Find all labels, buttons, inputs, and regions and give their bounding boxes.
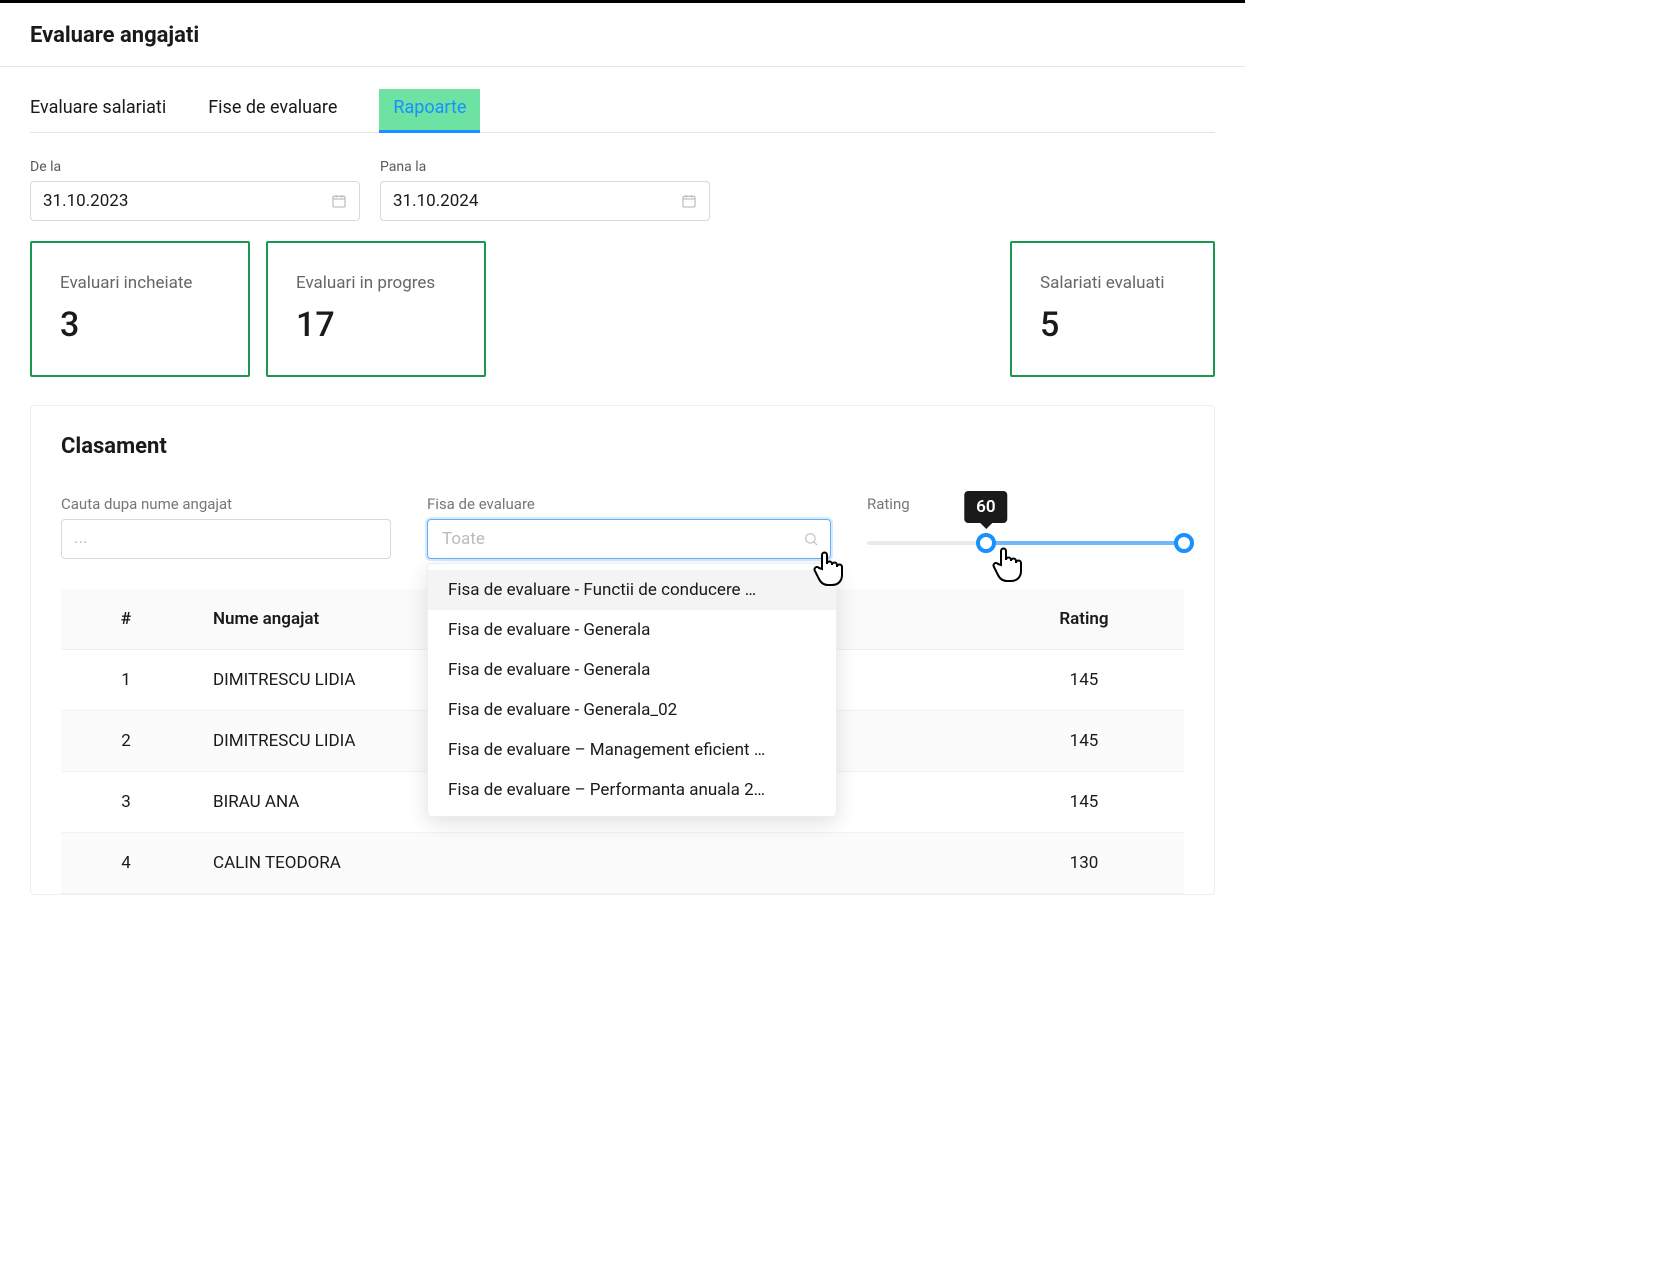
calendar-icon	[681, 193, 697, 209]
filter-search-label: Cauta dupa nume angajat	[61, 495, 391, 513]
stat-in-progress-label: Evaluari in progres	[296, 273, 456, 293]
tab-fise-de-evaluare[interactable]: Fise de evaluare	[208, 97, 337, 132]
dropdown-item[interactable]: Fisa de evaluare - Generala_02	[428, 690, 836, 730]
ranking-title: Clasament	[61, 434, 1184, 459]
tab-evaluare-salariati[interactable]: Evaluare salariati	[30, 97, 166, 132]
date-from-label: De la	[30, 159, 360, 175]
dropdown-item[interactable]: Fisa de evaluare – Performanta anuala 2…	[428, 770, 836, 810]
date-from-input[interactable]: 31.10.2023	[30, 181, 360, 221]
pointer-cursor-icon	[990, 545, 1024, 585]
slider-handle-low[interactable]	[976, 533, 996, 553]
calendar-icon	[331, 193, 347, 209]
sheet-select-placeholder: Toate	[442, 529, 485, 549]
filter-rating: Rating 60	[867, 495, 1184, 559]
cell-index: 4	[61, 833, 191, 894]
col-index: #	[61, 589, 191, 650]
cell-name: CALIN TEODORA	[191, 833, 984, 894]
stat-in-progress: Evaluari in progres 17	[266, 241, 486, 377]
stat-evaluated-label: Salariati evaluati	[1040, 273, 1185, 293]
page-title: Evaluare angajati	[30, 23, 1215, 48]
cell-index: 2	[61, 711, 191, 772]
date-to-field: Pana la 31.10.2024	[380, 159, 710, 221]
stats-row: Evaluari incheiate 3 Evaluari in progres…	[30, 241, 1215, 377]
page-header: Evaluare angajati	[0, 3, 1245, 67]
slider-fill	[986, 541, 1184, 545]
ranking-panel: Clasament Cauta dupa nume angajat Fisa d…	[30, 405, 1215, 895]
table-row[interactable]: 4CALIN TEODORA130	[61, 833, 1184, 894]
slider-tooltip: 60	[964, 491, 1007, 523]
stat-evaluated-value: 5	[1040, 305, 1185, 345]
col-rating: Rating	[984, 589, 1184, 650]
content: Evaluare salariati Fise de evaluare Rapo…	[0, 67, 1245, 955]
stat-spacer	[502, 241, 994, 377]
tab-rapoarte[interactable]: Rapoarte	[379, 89, 480, 133]
cell-rating: 130	[984, 833, 1184, 894]
date-to-input[interactable]: 31.10.2024	[380, 181, 710, 221]
sheet-select[interactable]: Toate	[427, 519, 831, 559]
filter-sheet: Fisa de evaluare Toate Fisa de evaluare …	[427, 495, 831, 559]
dropdown-item[interactable]: Fisa de evaluare – Management eficient …	[428, 730, 836, 770]
tabs: Evaluare salariati Fise de evaluare Rapo…	[30, 97, 1215, 133]
date-to-label: Pana la	[380, 159, 710, 175]
stat-evaluated: Salariati evaluati 5	[1010, 241, 1215, 377]
dropdown-item[interactable]: Fisa de evaluare - Functii de conducere …	[428, 570, 836, 610]
cell-rating: 145	[984, 711, 1184, 772]
cell-rating: 145	[984, 650, 1184, 711]
date-range-row: De la 31.10.2023 Pana la 31.10.2024	[30, 159, 1215, 221]
cell-rating: 145	[984, 772, 1184, 833]
sheet-dropdown: Fisa de evaluare - Functii de conducere …	[427, 563, 837, 817]
slider-handle-high[interactable]	[1174, 533, 1194, 553]
stat-in-progress-value: 17	[296, 305, 456, 345]
cell-index: 1	[61, 650, 191, 711]
dropdown-item[interactable]: Fisa de evaluare - Generala	[428, 610, 836, 650]
rating-slider[interactable]: 60	[867, 529, 1184, 557]
stat-completed: Evaluari incheiate 3	[30, 241, 250, 377]
dropdown-item[interactable]: Fisa de evaluare - Generala	[428, 650, 836, 690]
search-icon	[803, 531, 819, 547]
filter-rating-label: Rating	[867, 495, 1184, 513]
filter-search: Cauta dupa nume angajat	[61, 495, 391, 559]
search-input[interactable]	[61, 519, 391, 559]
date-from-field: De la 31.10.2023	[30, 159, 360, 221]
stat-completed-value: 3	[60, 305, 220, 345]
stat-completed-label: Evaluari incheiate	[60, 273, 220, 293]
filters-row: Cauta dupa nume angajat Fisa de evaluare…	[61, 495, 1184, 559]
date-to-value: 31.10.2024	[393, 191, 478, 211]
sheet-select-wrap: Toate Fisa de evaluare - Functii de cond…	[427, 519, 831, 559]
date-from-value: 31.10.2023	[43, 191, 128, 211]
filter-sheet-label: Fisa de evaluare	[427, 495, 831, 513]
cell-index: 3	[61, 772, 191, 833]
